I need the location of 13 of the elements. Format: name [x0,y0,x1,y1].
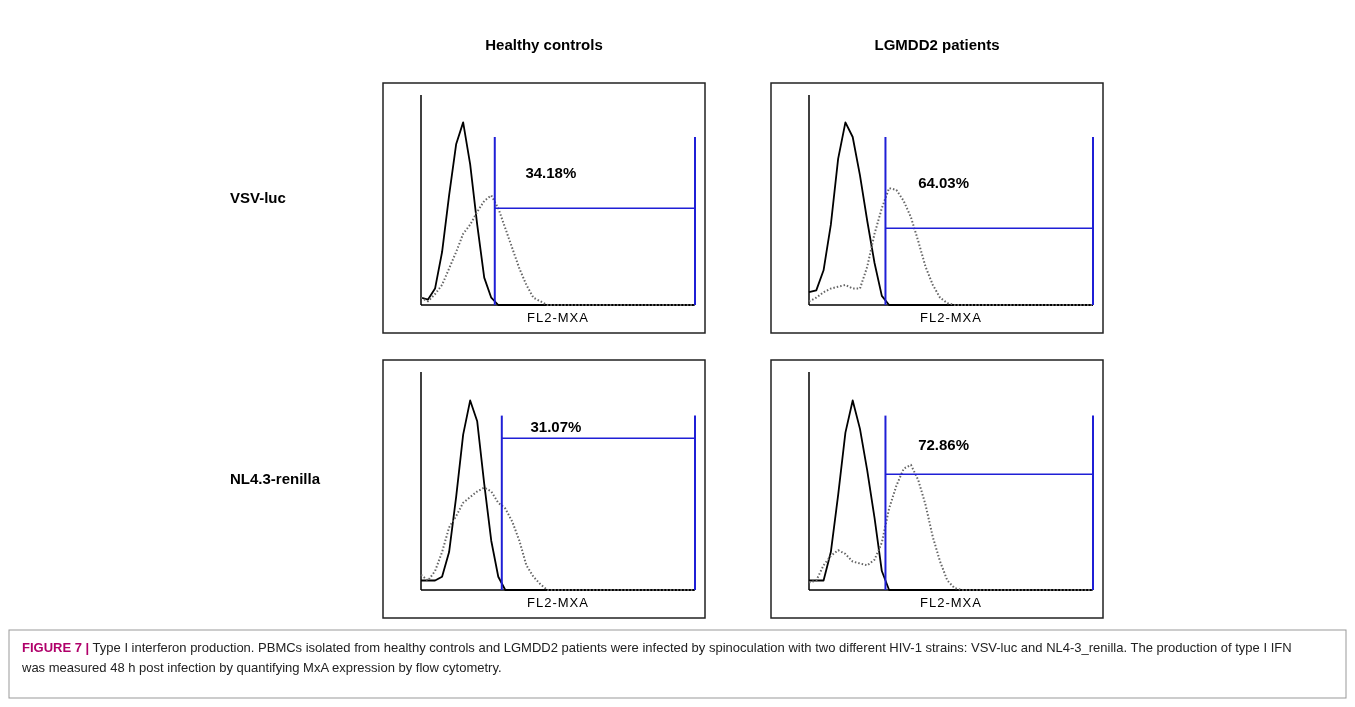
chart-title: LGMDD2 patients [874,36,1000,53]
caption: FIGURE 7 | Type I interferon production. PBMCs isolated from healthy controls and LGMDD2 patients were infected by spinoculation with two different HIV-1 strains: VSV-luc and NL4-3_renilla. The production of type I IFN was measured 48 h post infection by quantifying MxA expression by flow cytometry. [21,640,1292,675]
chart-title: Healthy controls [485,36,603,53]
y-axis-title: VSV-luc [230,189,286,206]
y-axis-title: NL4.3-renilla [230,470,321,487]
annotation: 72.86% [918,435,970,453]
x-axis-title: FL2-MXA [920,310,982,325]
annotation: 34.18% [525,163,577,181]
annotation: 31.07% [530,417,582,435]
annotation: 64.03% [918,173,970,191]
x-axis-title: FL2-MXA [527,595,589,610]
x-axis-title: FL2-MXA [527,310,589,325]
x-axis-title: FL2-MXA [920,595,982,610]
